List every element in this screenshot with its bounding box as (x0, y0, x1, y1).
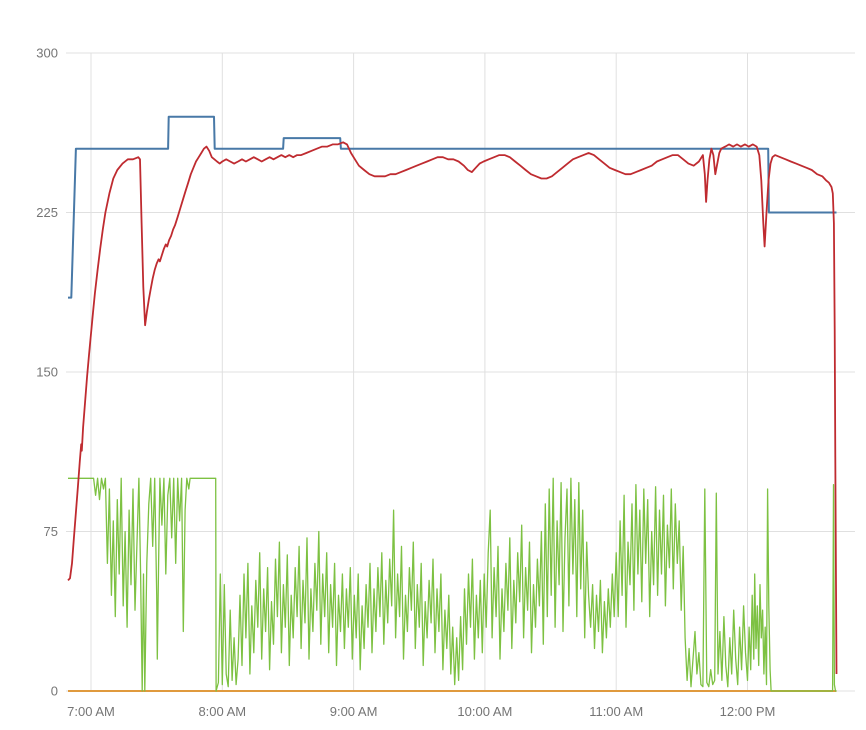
x-axis-tick-label: 10:00 AM (457, 704, 512, 719)
x-axis-tick-label: 11:00 AM (589, 704, 643, 719)
y-axis-tick-label: 75 (44, 524, 58, 539)
x-axis-tick-label: 7:00 AM (67, 704, 115, 719)
series-green-noisy-line (68, 477, 837, 692)
y-axis-tick-label: 225 (36, 205, 58, 220)
x-axis-tick-label: 9:00 AM (330, 704, 378, 719)
series-red-temperature-line (67, 141, 838, 675)
y-axis-tick-label: 0 (51, 684, 58, 699)
x-axis-tick-label: 8:00 AM (198, 704, 246, 719)
y-axis-tick-label: 300 (36, 46, 58, 61)
series-blue-step-line (68, 115, 837, 299)
x-axis-tick-label: 12:00 PM (720, 704, 776, 719)
y-axis-tick-label: 150 (36, 365, 58, 380)
